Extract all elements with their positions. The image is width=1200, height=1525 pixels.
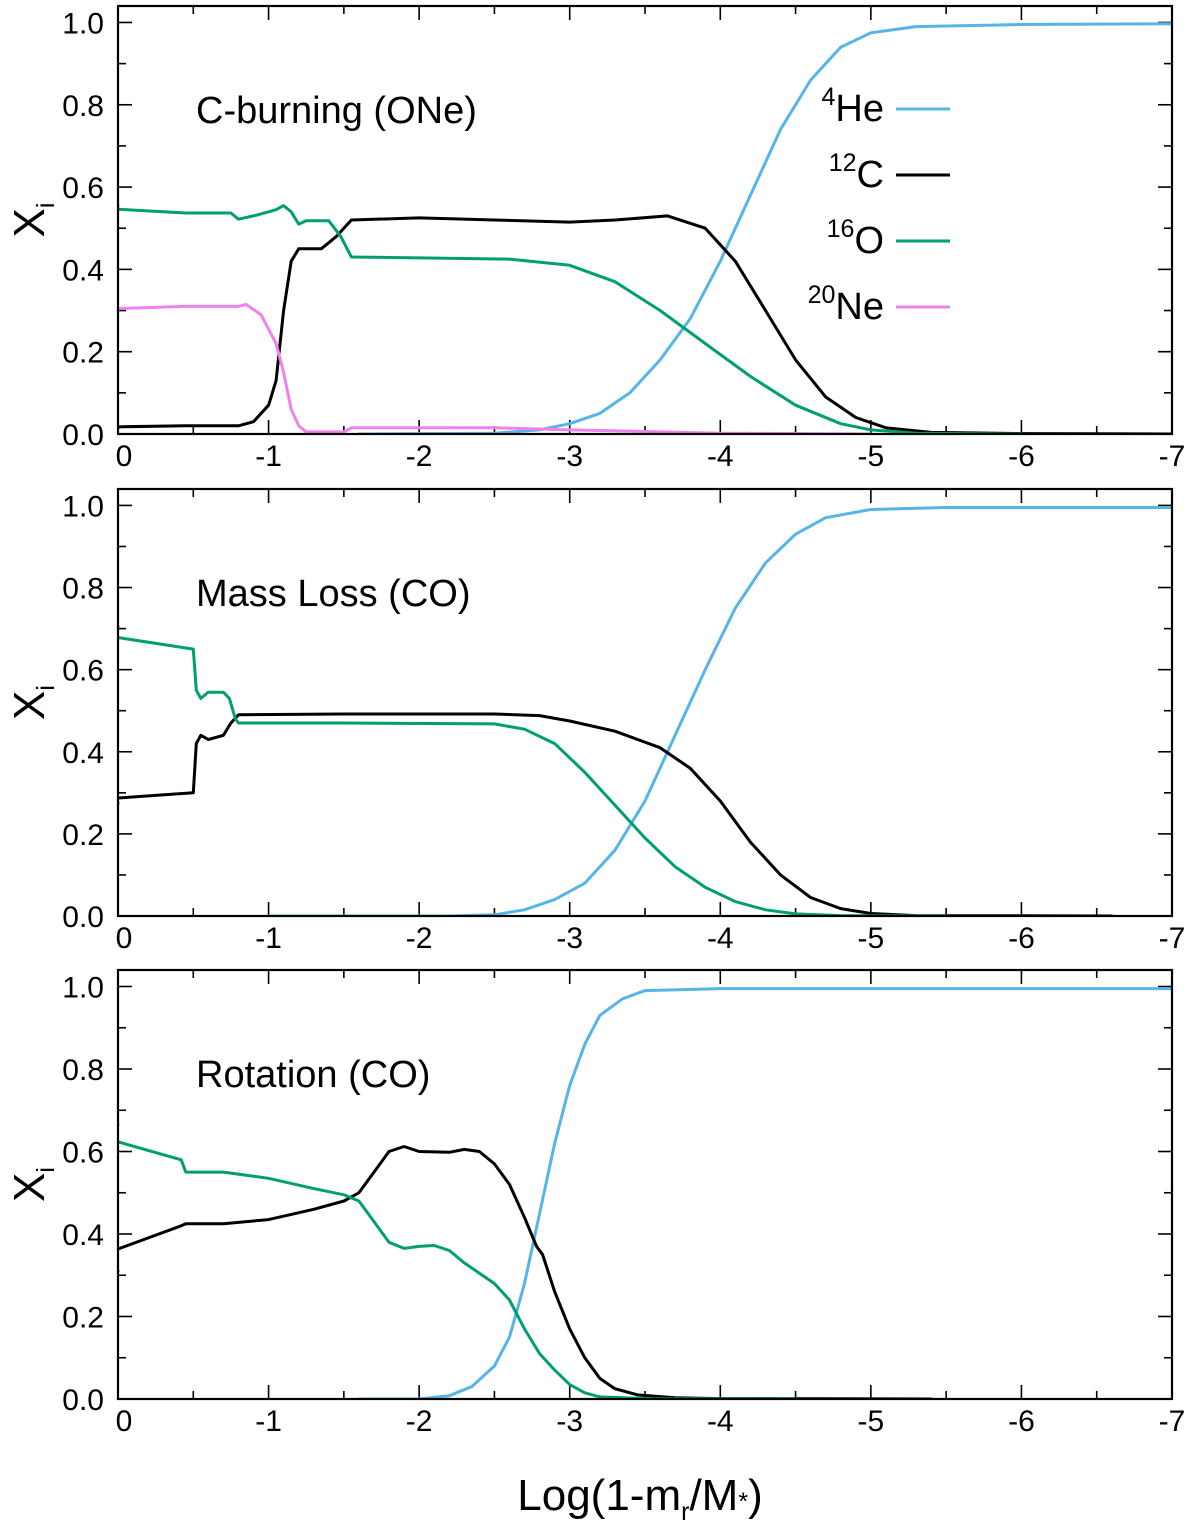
legend-label: 16O bbox=[827, 215, 884, 262]
y-tick-label: 0.6 bbox=[62, 655, 104, 688]
y-axis-title-main: X bbox=[5, 691, 54, 720]
x-tick-label: -3 bbox=[556, 440, 583, 473]
x-tick-label: -2 bbox=[406, 922, 433, 955]
x-tick-label: -5 bbox=[858, 922, 885, 955]
legend-label-superscript: 4 bbox=[822, 83, 836, 111]
y-axis-title-subscript: i bbox=[32, 203, 60, 209]
y-tick-label: 1.0 bbox=[62, 7, 104, 40]
plot-frame bbox=[116, 968, 1174, 1401]
series-line-16O bbox=[118, 1123, 798, 1399]
y-tick-label: 0.8 bbox=[62, 573, 104, 606]
legend-label-superscript: 16 bbox=[827, 215, 855, 243]
legend-label: 12C bbox=[829, 149, 884, 196]
x-tick-label: -6 bbox=[1008, 1405, 1035, 1438]
legend-label: 20Ne bbox=[808, 281, 884, 328]
x-tick-label: -1 bbox=[255, 1405, 282, 1438]
x-axis-title-close: ) bbox=[748, 1471, 763, 1520]
x-tick-label: -1 bbox=[255, 922, 282, 955]
x-tick-label: -6 bbox=[1008, 440, 1035, 473]
y-tick-label: 0.0 bbox=[62, 901, 104, 934]
legend-label-base: C bbox=[857, 154, 884, 196]
x-tick-label: -6 bbox=[1008, 922, 1035, 955]
legend-label-base: He bbox=[835, 88, 884, 130]
series-line-16O bbox=[118, 625, 948, 916]
panel-title: Rotation (CO) bbox=[196, 1054, 430, 1096]
series-line-4He bbox=[357, 987, 1172, 1399]
chart-panel-1: 0 -1 -2 -3 -4 -5 -6 -7 0.0 0.2 0.4 0.6 0.8 1.0 Xi C-bur… bbox=[5, 4, 1186, 473]
panel-title: C-burning (ONe) bbox=[196, 90, 477, 132]
series-line-12C bbox=[118, 1145, 933, 1399]
x-tick-label: -7 bbox=[1159, 440, 1186, 473]
legend-label-base: O bbox=[854, 220, 884, 262]
y-tick-label: 0.4 bbox=[62, 737, 104, 770]
x-tick-label: -7 bbox=[1159, 1405, 1186, 1438]
plot-frame bbox=[116, 487, 1174, 918]
y-tick-label: 0.8 bbox=[62, 90, 104, 123]
y-tick-label: 0.6 bbox=[62, 1137, 104, 1170]
x-tick-label: -4 bbox=[707, 922, 734, 955]
x-tick-label: 0 bbox=[116, 440, 133, 473]
legend-label: 4He bbox=[822, 83, 884, 130]
x-tick-label: -4 bbox=[707, 1405, 734, 1438]
x-axis-title-main: Log(1-m bbox=[517, 1471, 681, 1520]
x-tick-label: -3 bbox=[556, 1405, 583, 1438]
plot-frame bbox=[116, 4, 1174, 436]
y-axis-title-main: X bbox=[5, 208, 54, 237]
legend-label-base: Ne bbox=[835, 286, 884, 328]
y-tick-label: 0.2 bbox=[62, 337, 104, 370]
y-tick-label: 1.0 bbox=[62, 490, 104, 523]
y-axis-title-subscript: i bbox=[32, 685, 60, 691]
x-axis-title-tail: /M bbox=[689, 1471, 738, 1520]
series-group bbox=[118, 506, 1172, 916]
x-tick-label: -1 bbox=[255, 440, 282, 473]
y-tick-label: 0.0 bbox=[62, 1384, 104, 1417]
x-tick-label: -7 bbox=[1159, 922, 1186, 955]
x-tick-label: -5 bbox=[858, 440, 885, 473]
series-group bbox=[118, 22, 1172, 434]
x-tick-label: -3 bbox=[556, 922, 583, 955]
x-tick-label: -2 bbox=[406, 1405, 433, 1438]
y-axis-title-subscript: i bbox=[32, 1167, 60, 1173]
x-tick-label: -5 bbox=[858, 1405, 885, 1438]
x-tick-label: 0 bbox=[116, 1405, 133, 1438]
x-tick-label: 0 bbox=[116, 922, 133, 955]
y-tick-label: 0.0 bbox=[62, 419, 104, 452]
y-tick-label: 0.4 bbox=[62, 1219, 104, 1252]
y-tick-label: 1.0 bbox=[62, 972, 104, 1005]
y-tick-label: 0.2 bbox=[62, 819, 104, 852]
x-axis-title: Log(1-mr/M*) bbox=[517, 1471, 762, 1525]
legend-label-superscript: 12 bbox=[829, 149, 857, 177]
series-line-4He bbox=[357, 22, 1172, 434]
series-line-12C bbox=[118, 712, 1114, 916]
y-tick-label: 0.2 bbox=[62, 1302, 104, 1335]
series-line-4He bbox=[267, 506, 1172, 916]
series-line-16O bbox=[118, 204, 1023, 434]
chart-panel-2: 0 -1 -2 -3 -4 -5 -6 -7 0.0 0.2 0.4 0.6 0.8 1.0 Xi Mass … bbox=[5, 487, 1186, 955]
y-axis-title-main: X bbox=[5, 1173, 54, 1202]
x-axis-title-subscript: r bbox=[681, 1498, 689, 1525]
legend-label-superscript: 20 bbox=[808, 281, 836, 309]
series-line-20Ne bbox=[118, 302, 873, 434]
y-axis-title: Xi bbox=[5, 685, 60, 720]
y-axis-title: Xi bbox=[5, 1167, 60, 1202]
series-line-12C bbox=[118, 214, 1172, 434]
x-tick-label: -4 bbox=[707, 440, 734, 473]
chart-panel-3: 0 -1 -2 -3 -4 -5 -6 -7 0.0 0.2 0.4 0.6 0.8 1.0 Xi Rotat… bbox=[5, 968, 1186, 1438]
y-tick-label: 0.4 bbox=[62, 254, 104, 287]
series-group bbox=[118, 987, 1172, 1399]
panel-title: Mass Loss (CO) bbox=[196, 573, 470, 615]
x-axis-title-star: * bbox=[738, 1488, 748, 1516]
y-axis-title: Xi bbox=[5, 203, 60, 238]
y-tick-label: 0.6 bbox=[62, 172, 104, 205]
x-tick-label: -2 bbox=[406, 440, 433, 473]
y-tick-label: 0.8 bbox=[62, 1054, 104, 1087]
